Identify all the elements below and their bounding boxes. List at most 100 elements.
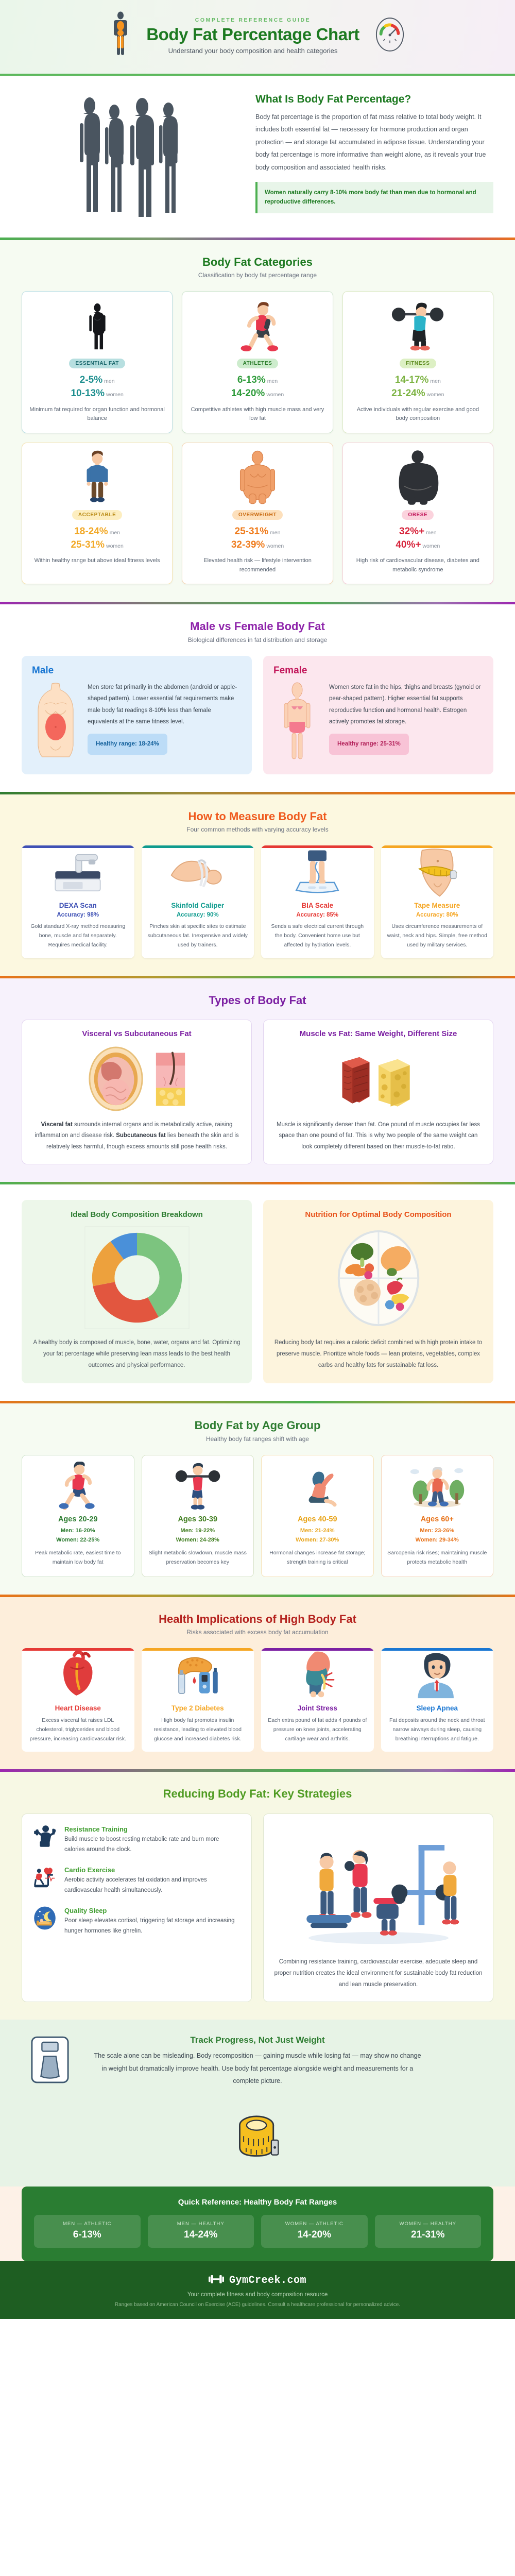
- infographic-page: COMPLETE REFERENCE GUIDE Body Fat Percen…: [0, 0, 515, 2319]
- quick-reference-panel: Quick Reference: Healthy Body Fat Ranges…: [22, 2186, 493, 2261]
- male-card: Male Men store: [22, 655, 252, 774]
- age-group-card: Ages 30-39 Men: 19-22% Women: 24-28% Slight…: [141, 1454, 254, 1577]
- muscle-vs-fat-card: Muscle vs Fat: Same Weight, Different Si…: [263, 1020, 493, 1164]
- health-risk-card: Sleep Apnea Fat deposits around the neck …: [381, 1648, 493, 1752]
- nutrition-text: Reducing body fat requires a caloric def…: [274, 1339, 483, 1368]
- category-description: Within healthy range but above ideal fit…: [34, 557, 160, 564]
- strategy-item: Cardio Exercise Aerobic activity accelera…: [32, 1866, 241, 1895]
- method-accuracy: Accuracy: 98%: [57, 912, 99, 919]
- strategy-description: Poor sleep elevates cortisol, triggering…: [64, 1918, 235, 1935]
- risk-description: Each extra pound of fat adds 4 pounds of…: [268, 1717, 367, 1742]
- category-card: FITNESS 14-17% men 21-24% women Active indivi…: [342, 291, 493, 433]
- age-group-label: Ages 40-59: [297, 1515, 337, 1523]
- quick-cell-value: 14-24%: [184, 2229, 218, 2240]
- dumbbell-lifter-icon: [32, 1824, 57, 1851]
- age-description: Slight metabolic slowdown, muscle mass p…: [148, 1549, 247, 1565]
- treadmill-heart-icon: [32, 1865, 57, 1892]
- running-man-icon: [56, 1461, 99, 1513]
- age-group-label: Ages 30-39: [178, 1515, 218, 1523]
- risk-name: Type 2 Diabetes: [171, 1704, 224, 1712]
- visceral-text: Visceral fat surrounds internal organs a…: [31, 1120, 242, 1153]
- quick-reference-cell: WOMEN — HEALTHY 21-31%: [374, 2214, 481, 2248]
- gender-subtitle: Biological differences in fat distributi…: [187, 636, 328, 643]
- intro-heading: What Is Body Fat Percentage?: [255, 93, 411, 105]
- categories-subtitle: Classification by body fat percentage ra…: [198, 272, 317, 279]
- sleep-apnea-icon: [413, 1650, 461, 1702]
- gym-illustration-card: Combining resistance training, cardiovas…: [263, 1813, 493, 2003]
- female-text: Women store fat in the hips, thighs and …: [329, 684, 481, 725]
- risk-name: Sleep Apnea: [416, 1704, 458, 1712]
- quick-reference-cell: WOMEN — ATHLETIC 14-20%: [261, 2214, 368, 2248]
- female-body-icon: [273, 682, 321, 764]
- strategy-name: Cardio Exercise: [64, 1866, 115, 1874]
- age-range-men: Men: 16-20%: [60, 1527, 95, 1534]
- heart-organ-icon: [56, 1650, 100, 1702]
- card-accent-bar: [381, 845, 493, 849]
- gauge-icon: [375, 17, 405, 55]
- male-text: Men store fat primarily in the abdomen (…: [88, 684, 237, 725]
- strategy-name: Quality Sleep: [64, 1907, 107, 1915]
- category-badge: OBESE: [402, 510, 434, 520]
- categories-section: Body Fat Categories Classification by bo…: [0, 240, 515, 602]
- female-card: Female: [263, 655, 493, 774]
- measure-method-card: Skinfold Caliper Accuracy: 90% Pinches ski…: [141, 845, 254, 958]
- body-figure-icon: [110, 11, 131, 60]
- quick-cell-label: MEN — ATHLETIC: [62, 2221, 112, 2227]
- category-card: OVERWEIGHT 25-31% men 32-39% women Elevated h…: [182, 442, 333, 585]
- age-group-card: Ages 60+ Men: 23-26% Women: 29-34% Sarcopen…: [381, 1454, 493, 1577]
- method-description: Sends a safe electrical current through …: [271, 923, 364, 948]
- brand-block[interactable]: GymCreek.com: [22, 2275, 493, 2286]
- age-range-men: Men: 23-26%: [420, 1527, 455, 1534]
- male-heading: Male: [32, 665, 54, 676]
- category-range-women: 40%+ women: [396, 539, 440, 550]
- category-card: ESSENTIAL FAT 2-5% men 10-13% women Minimum f…: [22, 291, 173, 433]
- category-range-women: 32-39% women: [231, 539, 284, 550]
- intro-paragraph: Body fat percentage is the proportion of…: [255, 113, 486, 171]
- muscle-vs-fat-text: Muscle is significantly denser than fat.…: [276, 1122, 480, 1150]
- risk-description: Fat deposits around the neck and throat …: [389, 1717, 485, 1742]
- strategies-section: Reducing Body Fat: Key Strategies Resist…: [0, 1772, 515, 2020]
- age-group-card: Ages 40-59 Men: 21-24% Women: 27-30% Hormon…: [261, 1454, 374, 1577]
- footer-note: Ranges based on American Council on Exer…: [114, 2301, 401, 2308]
- intro-callout: Women naturally carry 8-10% more body fa…: [255, 181, 493, 213]
- standing-man-icon: [83, 450, 112, 507]
- visceral-text-2: lies beneath the skin and is relatively …: [46, 1132, 239, 1150]
- category-card: ACCEPTABLE 18-24% men 25-31% women Within hea…: [22, 442, 173, 585]
- category-range-women: 14-20% women: [231, 388, 284, 399]
- tape-measure-waist-icon: [410, 848, 464, 900]
- measure-section: How to Measure Body Fat Four common meth…: [0, 794, 515, 976]
- measure-subtitle: Four common methods with varying accurac…: [186, 826, 329, 834]
- visceral-heading: Visceral vs Subcutaneous Fat: [82, 1029, 192, 1039]
- nutrition-card: Nutrition for Optimal Body Composition: [263, 1199, 493, 1384]
- quick-reference-heading: Quick Reference: Healthy Body Fat Ranges: [178, 2197, 337, 2207]
- categories-title: Body Fat Categories: [202, 256, 313, 268]
- age-grid: Ages 20-29 Men: 16-20% Women: 22-25% Peak m…: [22, 1454, 493, 1577]
- category-range-women: 10-13% women: [71, 388, 124, 399]
- quick-cell-value: 14-20%: [297, 2229, 332, 2240]
- footer-tagline: Your complete fitness and body compositi…: [187, 2291, 328, 2298]
- measure-grid: DEXA Scan Accuracy: 98% Gold standard X-ra…: [22, 845, 493, 958]
- measure-method-card: DEXA Scan Accuracy: 98% Gold standard X-ra…: [22, 845, 134, 958]
- strategies-list: Resistance Training Build muscle to boost…: [22, 1813, 252, 2003]
- quick-reference-grid: MEN — ATHLETIC 6-13% MEN — HEALTHY 14-24% WO…: [34, 2214, 481, 2248]
- age-range-women: Women: 29-34%: [415, 1536, 459, 1543]
- category-badge: ACCEPTABLE: [72, 510, 123, 520]
- gender-section: Male vs Female Body Fat Biological diffe…: [0, 604, 515, 791]
- section-divider: [0, 238, 515, 240]
- method-accuracy: Accuracy: 85%: [296, 912, 339, 919]
- measure-method-card: BIA Scale Accuracy: 85% Sends a safe elect…: [261, 845, 374, 958]
- age-description: Sarcopenia risk rises; maintaining muscl…: [387, 1549, 487, 1565]
- category-description: High risk of cardiovascular disease, dia…: [356, 557, 479, 573]
- bia-scale-icon: [290, 848, 344, 900]
- yoga-stretch-icon: [293, 1464, 341, 1511]
- barbell-lifting-icon: [174, 1462, 222, 1513]
- section-divider: [0, 791, 515, 794]
- composition-chart-title: Ideal Body Composition Breakdown: [71, 1210, 203, 1219]
- track-text: The scale alone can be misleading. Body …: [94, 2052, 421, 2085]
- method-name: BIA Scale: [301, 902, 334, 910]
- section-divider: [0, 1769, 515, 1772]
- section-divider: [0, 975, 515, 978]
- brand-name: GymCreek.com: [229, 2274, 307, 2286]
- section-divider: [0, 1401, 515, 1404]
- method-accuracy: Accuracy: 90%: [176, 912, 219, 919]
